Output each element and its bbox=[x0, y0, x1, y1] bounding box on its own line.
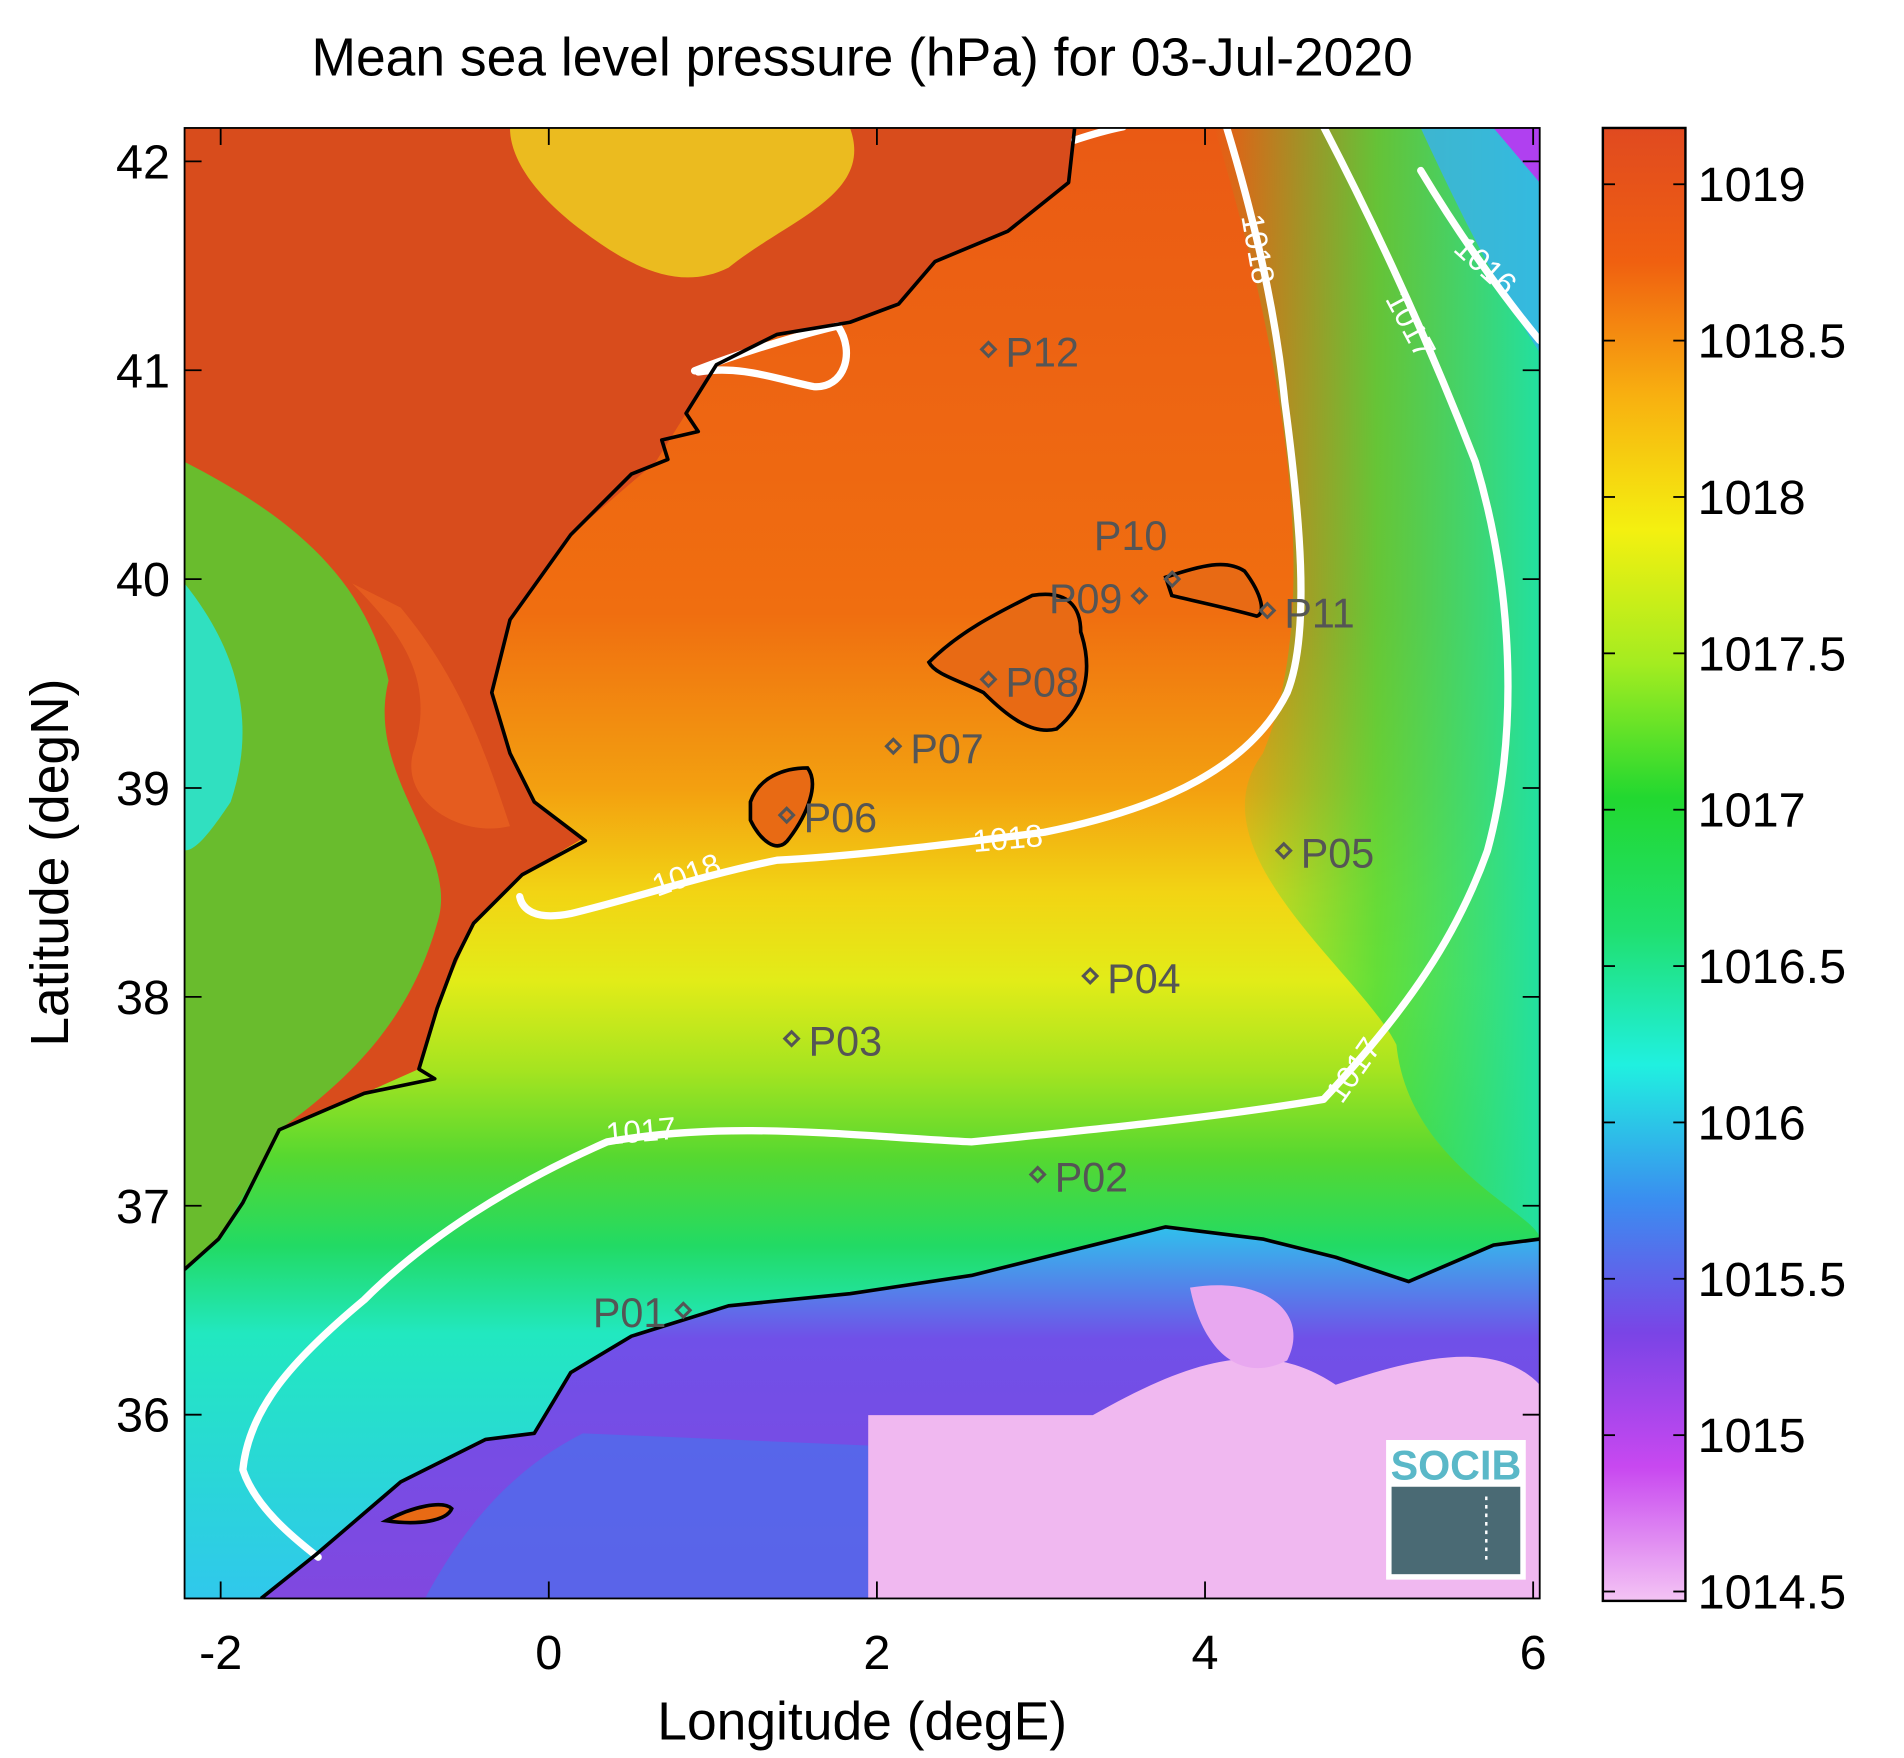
colorbar-tick-label: 1015.5 bbox=[1698, 1253, 1847, 1307]
logo-text: SOCIB bbox=[1391, 1442, 1522, 1488]
station-marker bbox=[777, 806, 796, 825]
station-label: P03 bbox=[809, 1019, 882, 1065]
station-marker bbox=[674, 1301, 693, 1320]
plot-frame bbox=[183, 127, 1541, 1600]
y-tick-label: 38 bbox=[116, 971, 170, 1025]
y-axis-label: Latitude (degN) bbox=[21, 679, 80, 1047]
y-tick-label: 42 bbox=[116, 135, 170, 189]
colorbar bbox=[1602, 127, 1686, 1601]
colorbar-tick-label: 1017 bbox=[1698, 784, 1806, 838]
y-tick-label: 40 bbox=[116, 553, 170, 607]
station-label: P09 bbox=[1049, 576, 1122, 622]
station-marker bbox=[1163, 570, 1182, 589]
colorbar-tick-label: 1019 bbox=[1698, 158, 1806, 212]
station-marker bbox=[979, 340, 998, 359]
colorbar-tick-label: 1017.5 bbox=[1698, 627, 1847, 681]
logo: SOCIB bbox=[1386, 1439, 1526, 1580]
station-label: P04 bbox=[1107, 956, 1180, 1002]
station-marker bbox=[884, 737, 903, 756]
contour-label: 1018 bbox=[971, 817, 1044, 859]
colorbar-tick-label: 1018.5 bbox=[1698, 315, 1847, 369]
x-axis-label: Longitude (degE) bbox=[657, 1692, 1067, 1751]
station-label: P11 bbox=[1284, 590, 1354, 636]
colorbar-tick-label: 1016.5 bbox=[1698, 940, 1847, 994]
station-label: P05 bbox=[1301, 831, 1374, 877]
y-tick-label: 41 bbox=[116, 344, 170, 398]
colorbar-tick-label: 1018 bbox=[1698, 471, 1806, 525]
x-tick-label: 6 bbox=[1520, 1626, 1547, 1680]
x-tick-label: 2 bbox=[863, 1626, 890, 1680]
station-marker bbox=[782, 1029, 801, 1048]
contour-label: 1017 bbox=[604, 1110, 677, 1152]
x-tick-label: 0 bbox=[535, 1626, 562, 1680]
y-tick-label: 36 bbox=[116, 1389, 170, 1443]
station-label: P12 bbox=[1005, 329, 1078, 375]
station-label: P07 bbox=[910, 726, 983, 772]
pressure-field bbox=[184, 127, 1540, 1599]
title: Mean sea level pressure (hPa) for 03-Jul… bbox=[311, 29, 1412, 88]
y-tick-label: 39 bbox=[116, 762, 170, 816]
colorbar-tick-label: 1015 bbox=[1698, 1409, 1806, 1463]
station-label: P02 bbox=[1055, 1154, 1128, 1200]
x-tick-label: 4 bbox=[1192, 1626, 1219, 1680]
station-marker bbox=[1028, 1165, 1047, 1184]
colorbar-tick-label: 1016 bbox=[1698, 1096, 1806, 1150]
station-marker bbox=[1081, 966, 1100, 986]
y-tick-label: 37 bbox=[116, 1180, 170, 1234]
station-marker bbox=[1130, 586, 1149, 605]
station-label: P08 bbox=[1005, 659, 1078, 705]
station-label: P06 bbox=[804, 795, 877, 841]
colorbar-tick-label: 1014.5 bbox=[1698, 1566, 1847, 1620]
station-label: P01 bbox=[593, 1290, 666, 1336]
station-label: P10 bbox=[1094, 513, 1167, 559]
colorbar-frame bbox=[1601, 126, 1687, 1603]
station-marker bbox=[1274, 841, 1293, 860]
station-marker bbox=[979, 670, 998, 689]
station-marker bbox=[1258, 601, 1277, 620]
x-tick-label: -2 bbox=[199, 1626, 242, 1680]
